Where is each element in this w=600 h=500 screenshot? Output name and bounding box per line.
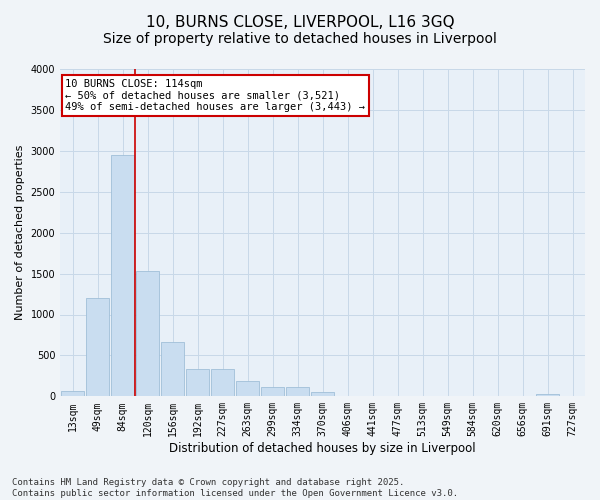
Bar (211, 370, 234, 396)
Bar (536, 394, 559, 396)
Bar (86, 298, 109, 396)
Bar (311, 392, 334, 396)
Bar (286, 388, 309, 396)
Y-axis label: Number of detached properties: Number of detached properties (15, 145, 25, 320)
Text: Size of property relative to detached houses in Liverpool: Size of property relative to detached ho… (103, 32, 497, 46)
Text: 10 BURNS CLOSE: 114sqm
← 50% of detached houses are smaller (3,521)
49% of semi-: 10 BURNS CLOSE: 114sqm ← 50% of detached… (65, 79, 365, 112)
Bar (262, 387, 284, 396)
Text: 10, BURNS CLOSE, LIVERPOOL, L16 3GQ: 10, BURNS CLOSE, LIVERPOOL, L16 3GQ (146, 15, 454, 30)
Text: Contains HM Land Registry data © Crown copyright and database right 2025.
Contai: Contains HM Land Registry data © Crown c… (12, 478, 458, 498)
Bar (236, 381, 259, 396)
X-axis label: Distribution of detached houses by size in Liverpool: Distribution of detached houses by size … (169, 442, 476, 455)
Bar (161, 342, 184, 396)
Bar (112, 155, 134, 396)
Bar (61, 390, 84, 396)
Bar (136, 271, 159, 396)
Bar (187, 370, 209, 396)
